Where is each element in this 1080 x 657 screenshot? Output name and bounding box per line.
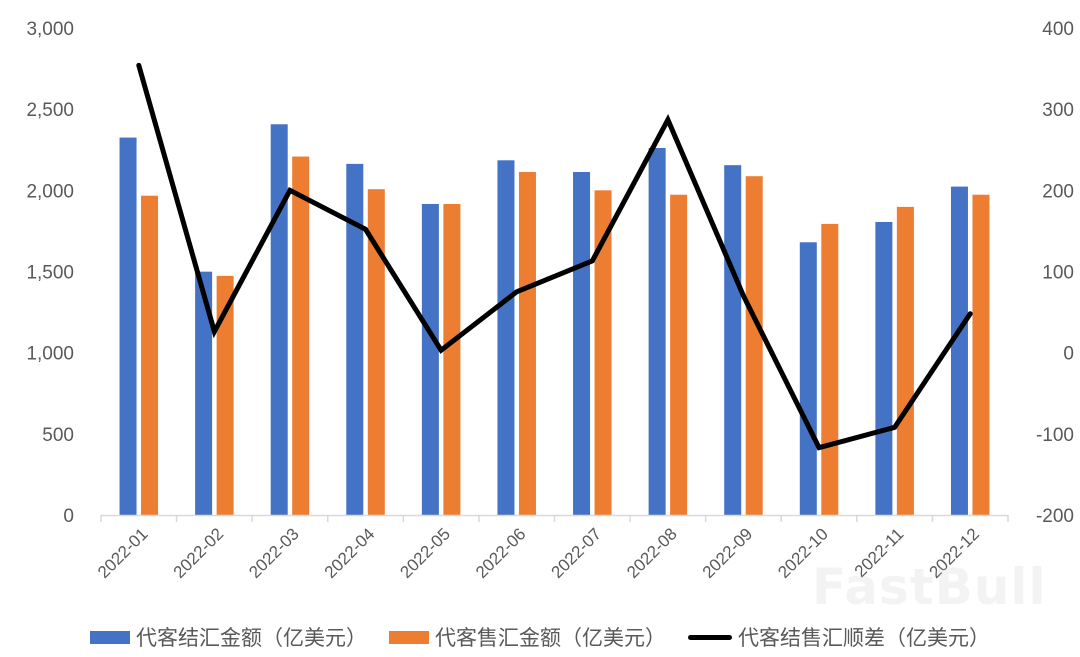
left-y-tick-label: 2,000 — [26, 181, 74, 202]
legend-label: 代客结汇金额（亿美元） — [136, 626, 367, 650]
bar-sales — [972, 194, 990, 515]
bar-series — [119, 124, 990, 516]
bar-sales — [821, 223, 839, 515]
x-tick-label: 2022-04 — [321, 524, 379, 582]
x-tick-label: 2022-08 — [623, 524, 681, 582]
bar-settlement — [724, 165, 742, 515]
bar-settlement — [573, 171, 591, 515]
bar-settlement — [799, 242, 817, 515]
bar-sales — [896, 206, 914, 515]
bar-settlement — [421, 203, 439, 515]
x-tick-label: 2022-07 — [548, 524, 606, 582]
left-y-tick-label: 500 — [42, 425, 74, 446]
left-y-tick-label: 3,000 — [26, 19, 74, 40]
x-tick-label: 2022-06 — [472, 524, 530, 582]
legend-swatch-orange — [389, 630, 429, 644]
line-series — [136, 62, 973, 451]
right-y-tick-label: -200 — [1036, 506, 1074, 527]
left-y-tick-label: 0 — [63, 506, 74, 527]
bar-settlement — [950, 186, 968, 515]
left-y-tick-label: 2,500 — [26, 100, 74, 121]
bar-sales — [216, 275, 234, 515]
bar-settlement — [119, 137, 137, 515]
bar-settlement — [648, 147, 666, 515]
bar-sales — [367, 189, 385, 515]
right-y-tick-label: 200 — [1042, 181, 1074, 202]
right-y-tick-label: 0 — [1063, 344, 1074, 365]
bar-sales — [292, 156, 310, 515]
bar-sales — [594, 190, 612, 516]
bar-settlement — [497, 160, 515, 515]
watermark: FastBull — [812, 558, 1047, 616]
legend-swatch-blue — [90, 630, 130, 644]
right-y-tick-label: 300 — [1042, 100, 1074, 121]
surplus-line — [136, 62, 973, 451]
bar-settlement — [346, 163, 364, 516]
x-tick-label: 2022-01 — [94, 524, 152, 582]
x-tick-label: 2022-03 — [245, 524, 303, 582]
x-tick-label: 2022-09 — [699, 524, 757, 582]
bar-sales — [141, 195, 159, 515]
bar-settlement — [270, 124, 288, 515]
legend-label: 代客售汇金额（亿美元） — [435, 626, 666, 650]
right-y-tick-label: 400 — [1042, 19, 1074, 40]
legend: 代客结汇金额（亿美元） 代客售汇金额（亿美元） 代客结售汇顺差（亿美元） — [0, 622, 1080, 652]
left-y-axis: 0 500 1,000 1,500 2,000 2,500 3,000 — [26, 19, 74, 527]
legend-item-settlement: 代客结汇金额（亿美元） — [90, 622, 367, 652]
bar-sales — [518, 171, 536, 515]
left-y-tick-label: 1,000 — [26, 344, 74, 365]
x-tick-label: 2022-05 — [396, 524, 454, 582]
bar-settlement — [195, 271, 213, 515]
legend-item-surplus: 代客结售汇顺差（亿美元） — [688, 622, 990, 652]
legend-swatch-line — [688, 634, 732, 640]
bar-sales — [745, 176, 763, 515]
right-y-axis: -200 -100 0 100 200 300 400 — [1036, 19, 1074, 527]
right-y-tick-label: 100 — [1042, 263, 1074, 284]
right-y-tick-label: -100 — [1036, 425, 1074, 446]
bar-sales — [443, 203, 461, 515]
legend-item-sales: 代客售汇金额（亿美元） — [389, 622, 666, 652]
legend-label: 代客结售汇顺差（亿美元） — [738, 626, 990, 650]
x-tick-label: 2022-02 — [170, 524, 228, 582]
bar-settlement — [875, 221, 893, 515]
left-y-tick-label: 1,500 — [26, 263, 74, 284]
bar-sales — [670, 194, 688, 515]
